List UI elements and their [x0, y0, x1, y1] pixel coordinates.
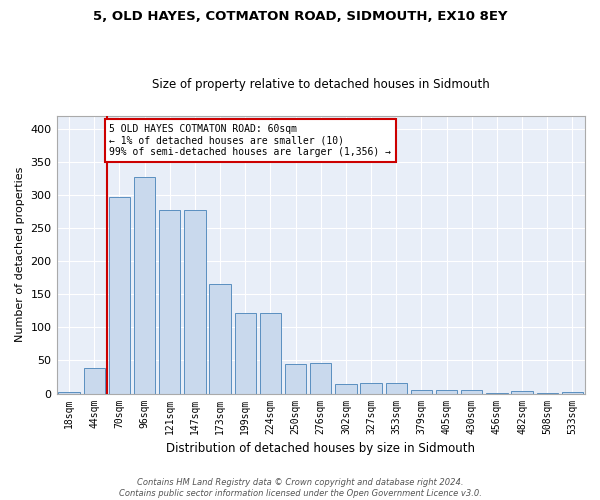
- Bar: [159, 210, 181, 394]
- Bar: [184, 210, 206, 394]
- Bar: [335, 384, 356, 394]
- Y-axis label: Number of detached properties: Number of detached properties: [15, 167, 25, 342]
- Bar: [58, 392, 80, 394]
- Bar: [209, 284, 231, 394]
- Bar: [285, 364, 307, 394]
- Title: Size of property relative to detached houses in Sidmouth: Size of property relative to detached ho…: [152, 78, 490, 91]
- Bar: [235, 313, 256, 394]
- Bar: [134, 176, 155, 394]
- Bar: [83, 368, 105, 394]
- Bar: [511, 391, 533, 394]
- Bar: [486, 393, 508, 394]
- Bar: [562, 392, 583, 394]
- Bar: [361, 383, 382, 394]
- Bar: [536, 393, 558, 394]
- Text: 5, OLD HAYES, COTMATON ROAD, SIDMOUTH, EX10 8EY: 5, OLD HAYES, COTMATON ROAD, SIDMOUTH, E…: [93, 10, 507, 23]
- Bar: [260, 313, 281, 394]
- Text: 5 OLD HAYES COTMATON ROAD: 60sqm
← 1% of detached houses are smaller (10)
99% of: 5 OLD HAYES COTMATON ROAD: 60sqm ← 1% of…: [109, 124, 391, 157]
- X-axis label: Distribution of detached houses by size in Sidmouth: Distribution of detached houses by size …: [166, 442, 475, 455]
- Bar: [310, 363, 331, 394]
- Bar: [386, 383, 407, 394]
- Bar: [461, 390, 482, 394]
- Bar: [109, 197, 130, 394]
- Bar: [411, 390, 432, 394]
- Bar: [436, 390, 457, 394]
- Text: Contains HM Land Registry data © Crown copyright and database right 2024.
Contai: Contains HM Land Registry data © Crown c…: [119, 478, 481, 498]
